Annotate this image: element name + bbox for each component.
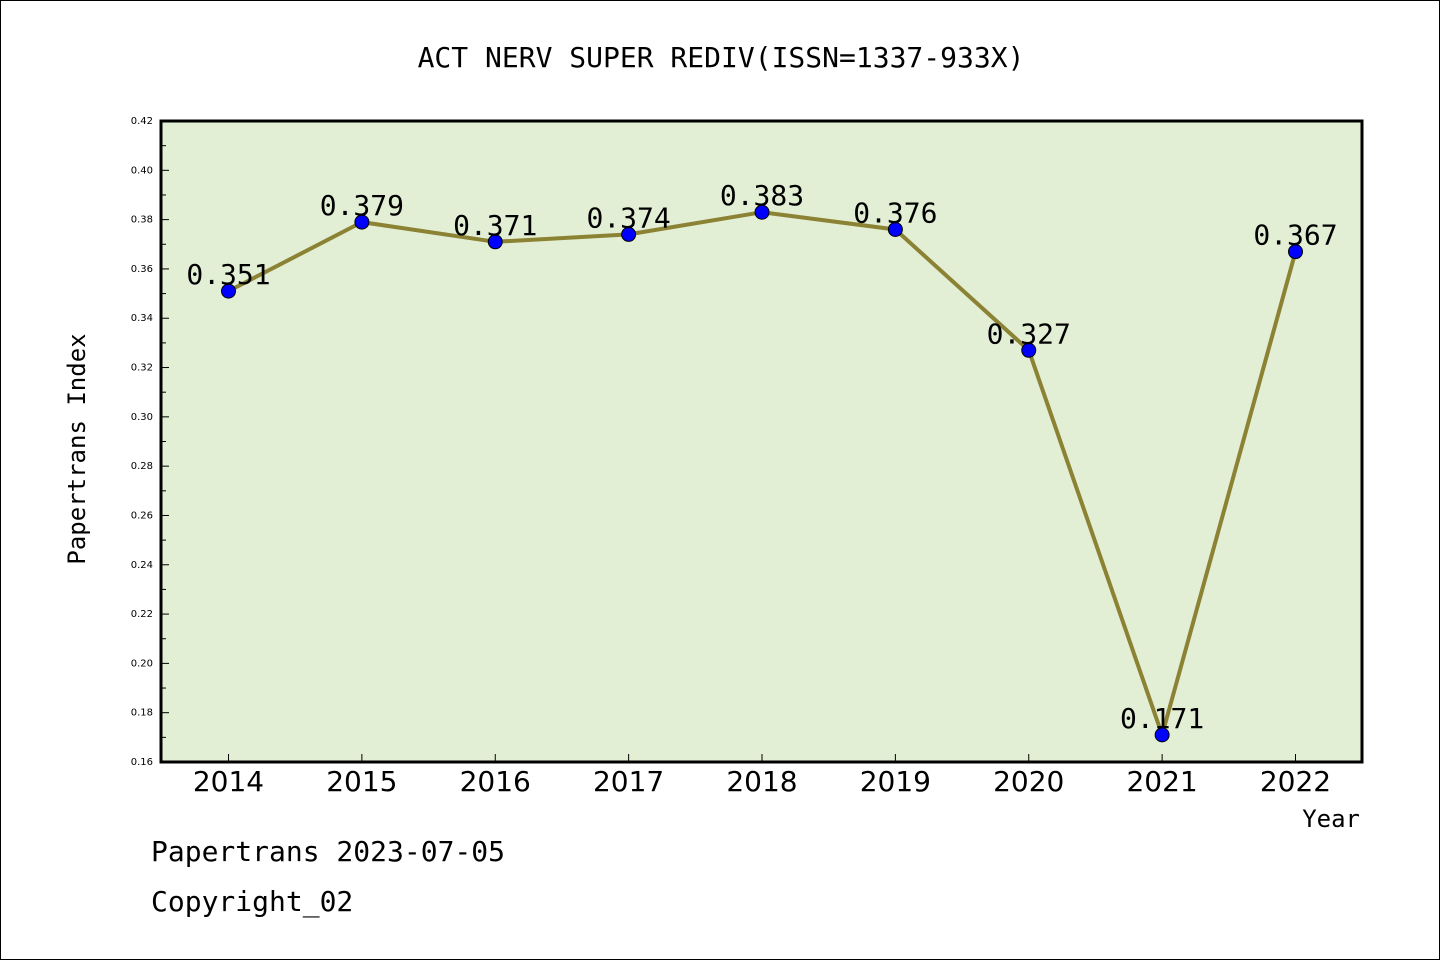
x-tick-label: 2021 xyxy=(1126,765,1197,798)
y-tick-label: 0.18 xyxy=(131,708,153,719)
y-tick-label: 0.16 xyxy=(131,757,153,768)
x-axis-label: Year xyxy=(1302,805,1360,833)
data-label: 0.379 xyxy=(320,189,404,222)
data-point xyxy=(221,283,236,299)
data-label: 0.171 xyxy=(1120,702,1204,735)
y-tick-label: 0.30 xyxy=(131,412,153,423)
data-label: 0.367 xyxy=(1253,219,1337,252)
x-tick-label: 2019 xyxy=(860,765,931,798)
x-tick-label: 2015 xyxy=(326,765,397,798)
x-axis: 2014 2015 2016 2017 2018 2019 2020 2021 2022 xyxy=(193,754,1331,798)
y-tick-label: 0.32 xyxy=(131,363,153,374)
data-label: 0.327 xyxy=(987,317,1071,350)
data-label: 0.376 xyxy=(853,196,937,229)
y-tick-label: 0.36 xyxy=(131,264,153,275)
x-tick-label: 2017 xyxy=(593,765,664,798)
chart-title: ACT NERV SUPER REDIV(ISSN=1337-933X) xyxy=(418,41,1025,74)
plot-border xyxy=(159,119,1364,764)
data-point xyxy=(1021,342,1037,358)
footer-date: Papertrans 2023-07-05 xyxy=(151,835,506,868)
x-tick-label: 2018 xyxy=(726,765,797,798)
y-tick-label: 0.40 xyxy=(131,165,153,176)
data-point xyxy=(754,204,770,220)
y-axis-label: Papertrans Index xyxy=(63,333,91,564)
data-point xyxy=(621,226,637,242)
data-label: 0.351 xyxy=(186,258,270,291)
x-tick-label: 2020 xyxy=(993,765,1064,798)
x-tick-label: 2014 xyxy=(193,765,264,798)
x-tick-label: 2016 xyxy=(460,765,531,798)
data-label: 0.383 xyxy=(720,179,804,212)
y-tick-label: 0.28 xyxy=(131,461,153,472)
y-tick-label: 0.42 xyxy=(131,116,153,127)
y-tick-label: 0.34 xyxy=(131,313,153,324)
data-point xyxy=(1288,244,1303,260)
data-labels: 0.351 0.379 0.371 0.374 0.383 0.376 0.327 0.171… xyxy=(186,179,1337,735)
data-label: 0.371 xyxy=(453,209,537,242)
data-point xyxy=(1154,727,1170,743)
y-tick-label: 0.22 xyxy=(131,609,153,620)
x-tick-label: 2022 xyxy=(1260,765,1331,798)
footer-copyright: Copyright_02 xyxy=(151,885,354,918)
data-point xyxy=(887,221,903,237)
data-points xyxy=(221,204,1303,743)
data-point xyxy=(487,234,503,250)
y-tick-label: 0.38 xyxy=(131,215,153,226)
data-point xyxy=(354,214,370,230)
data-label: 0.374 xyxy=(586,201,670,234)
y-tick-label: 0.20 xyxy=(131,658,153,669)
y-tick-label: 0.26 xyxy=(131,510,153,521)
y-tick-label: 0.24 xyxy=(131,560,153,571)
